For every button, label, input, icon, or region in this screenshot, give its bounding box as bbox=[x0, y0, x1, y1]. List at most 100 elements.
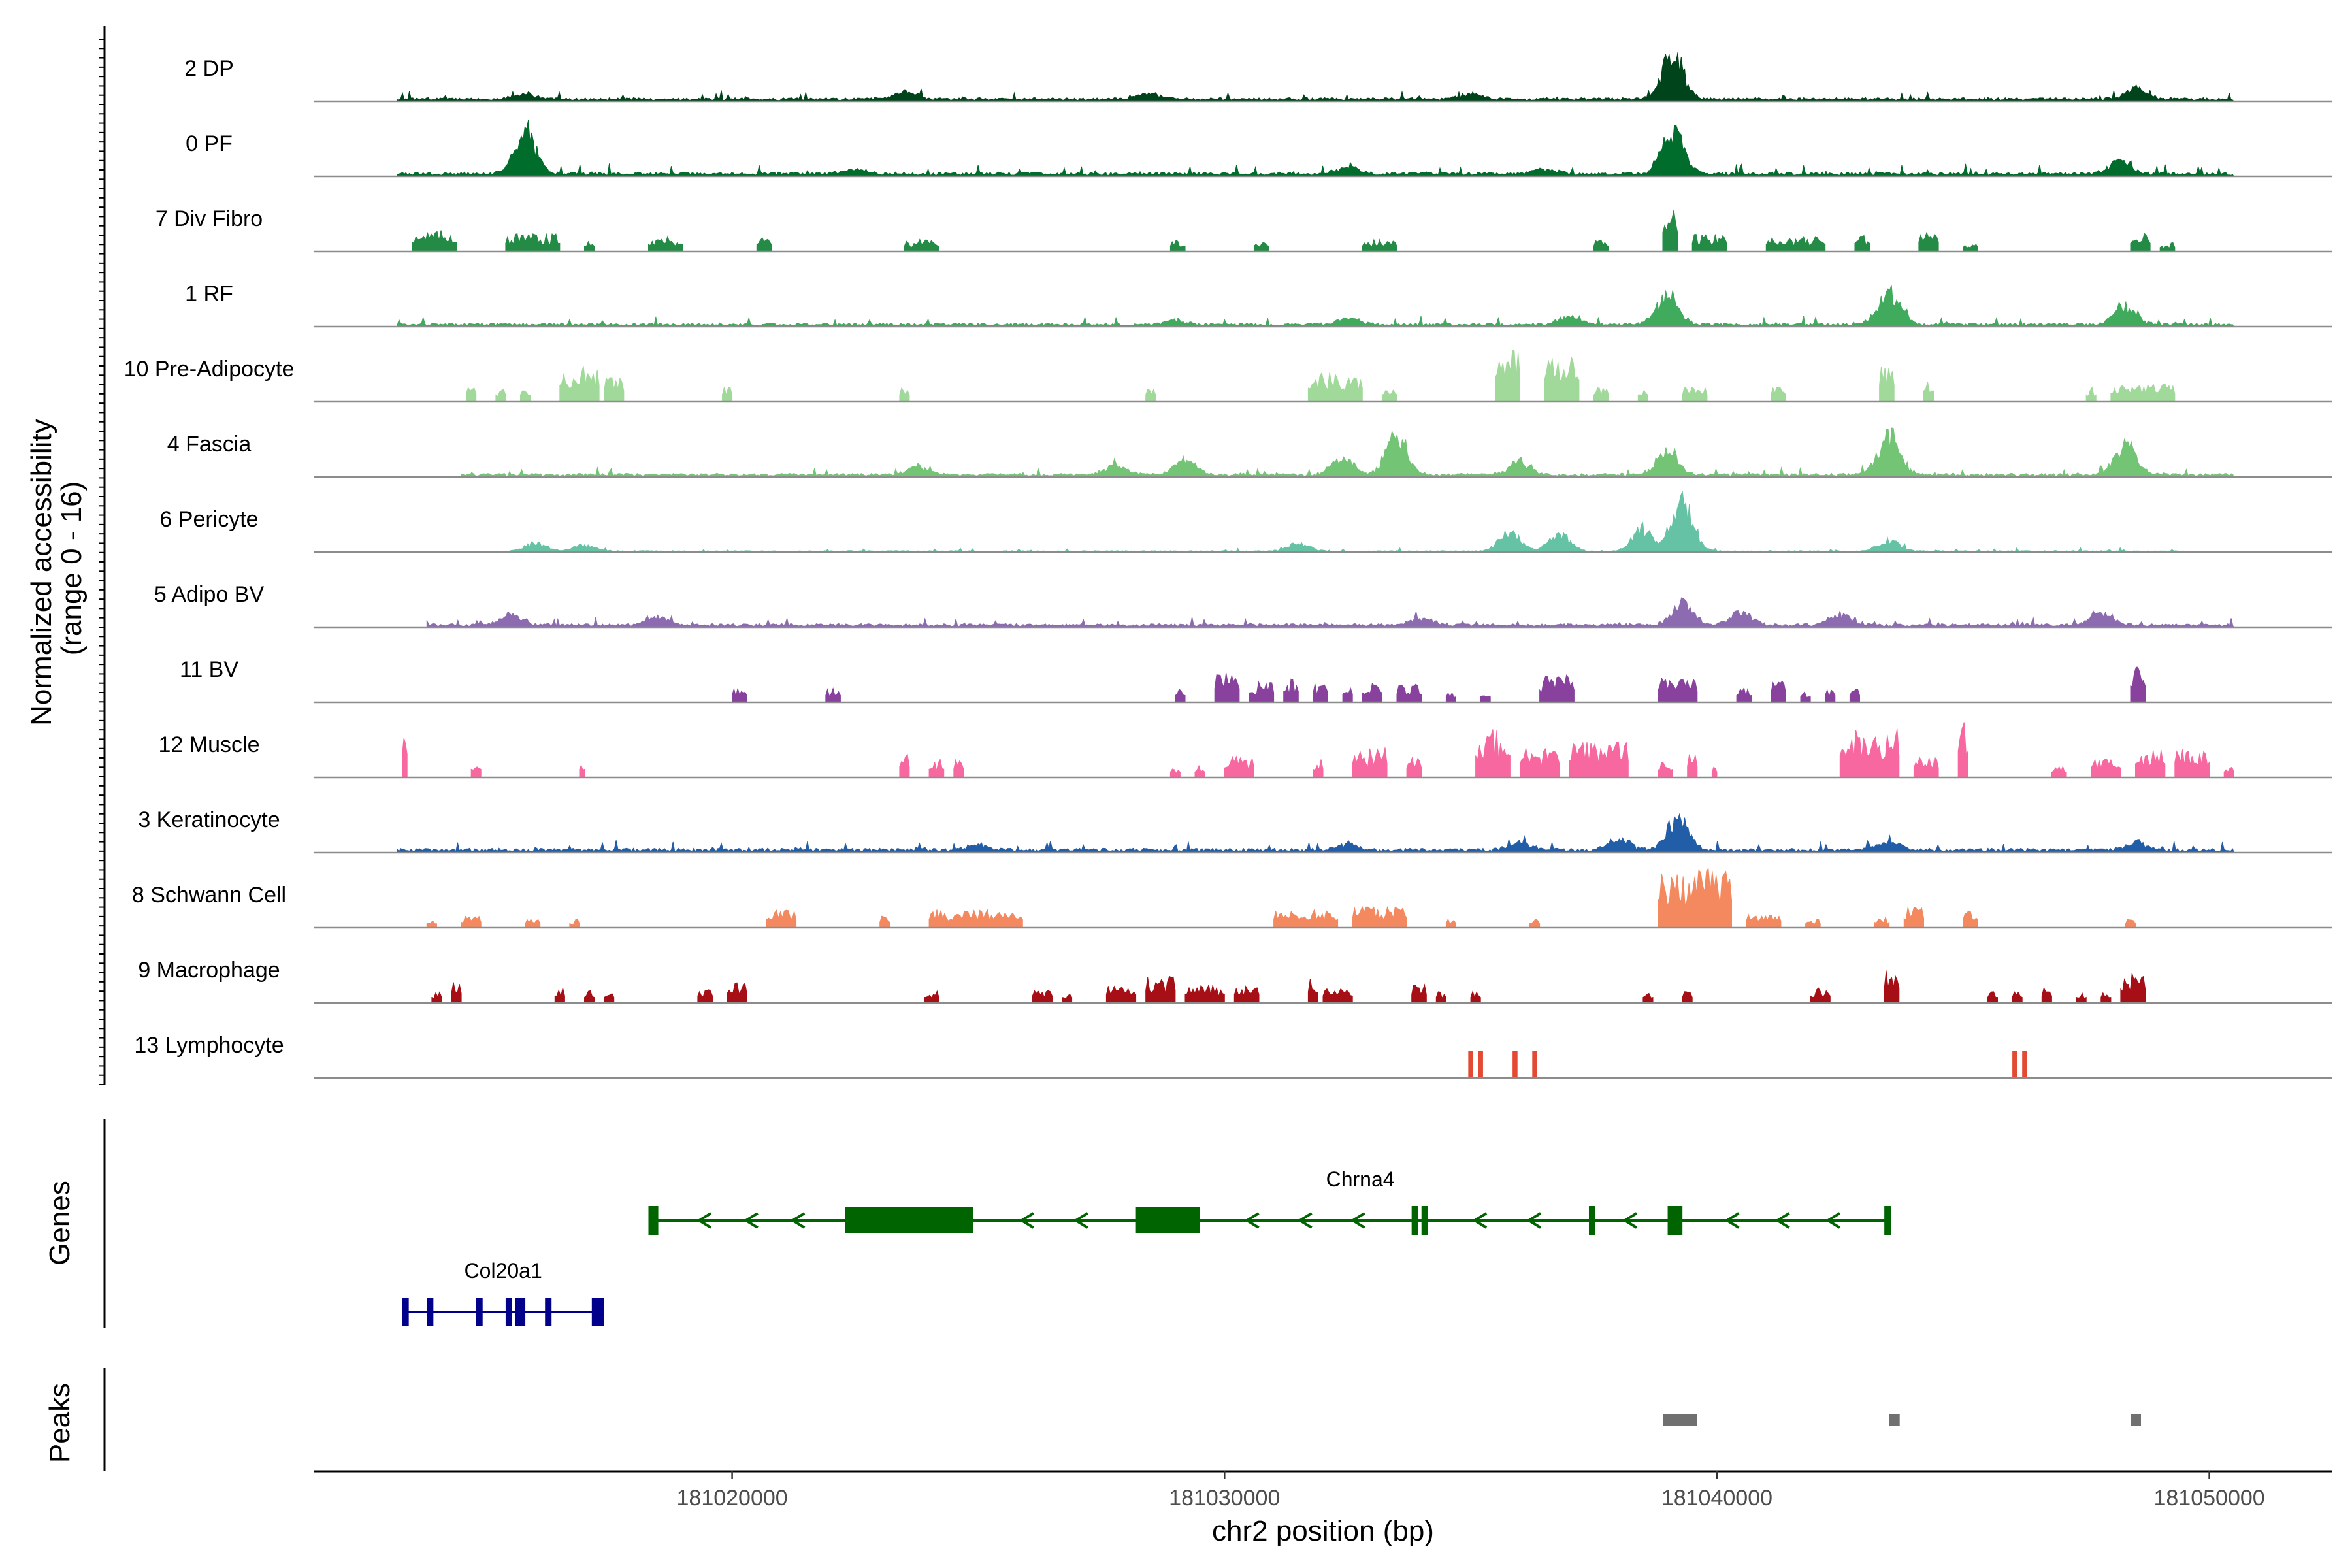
peaks-panel-label: Peaks bbox=[44, 1383, 76, 1463]
coverage-segment bbox=[1658, 761, 1673, 778]
coverage-segment bbox=[1283, 678, 1299, 703]
coverage-segment bbox=[2120, 973, 2146, 1004]
coverage-segment bbox=[1273, 908, 1339, 928]
coverage-segment bbox=[1520, 747, 1560, 778]
coverage-segment bbox=[2135, 749, 2166, 778]
y-axis-title-line1: Normalized accessibility bbox=[25, 419, 57, 725]
strand-arrow bbox=[743, 1212, 759, 1229]
coverage-segment bbox=[1765, 235, 1826, 252]
coverage-segment bbox=[1214, 672, 1240, 703]
peak-region bbox=[1663, 1414, 1697, 1426]
track-label: 0 PF bbox=[186, 131, 233, 156]
coverage-segment bbox=[1593, 240, 1609, 252]
coverage-segment bbox=[953, 758, 964, 778]
coverage-segment bbox=[1495, 350, 1520, 402]
track-label: 7 Div Fibro bbox=[155, 206, 263, 231]
strand-arrow bbox=[1526, 1212, 1542, 1229]
coverage-segment bbox=[2159, 242, 2176, 252]
coverage-track: 8 Schwann Cell bbox=[132, 867, 2332, 929]
coverage-segment bbox=[727, 982, 747, 1004]
coverage-segment bbox=[766, 909, 797, 928]
coverage-segment bbox=[756, 237, 772, 252]
coverage-segment bbox=[1105, 985, 1137, 1004]
coverage-segment bbox=[1923, 382, 1934, 402]
coverage-segment bbox=[1480, 695, 1491, 703]
coverage-segment bbox=[1687, 754, 1698, 778]
coverage-segment bbox=[461, 915, 482, 928]
gene-exon bbox=[402, 1298, 409, 1326]
gene-exon bbox=[845, 1207, 973, 1233]
track-label: 3 Keratinocyte bbox=[138, 808, 280, 832]
strand-arrow bbox=[790, 1212, 806, 1229]
coverage-segment bbox=[1874, 915, 1890, 928]
gene-annotation-track: Chrna4 Col20a1 bbox=[402, 1168, 1891, 1326]
coverage-segment bbox=[1445, 692, 1456, 703]
coverage-segment bbox=[697, 989, 713, 1004]
y-axis-title: Normalized accessibility (range 0 - 16) bbox=[25, 411, 88, 726]
coverage-bar bbox=[1468, 1051, 1473, 1078]
coverage-segment bbox=[1475, 729, 1511, 778]
coverage-segment bbox=[1957, 722, 1968, 778]
axes-layer: 181020000 181030000 181040000 181050000 bbox=[99, 26, 2332, 1511]
track-label: 11 BV bbox=[180, 657, 238, 682]
coverage-segment bbox=[924, 990, 939, 1004]
coverage-segment bbox=[2076, 992, 2087, 1004]
coverage-segment bbox=[899, 387, 910, 402]
coverage-segment bbox=[451, 982, 462, 1004]
gene-exon bbox=[545, 1298, 552, 1326]
coverage-area bbox=[397, 813, 2234, 853]
track-label: 2 DP bbox=[184, 56, 234, 81]
coverage-segment bbox=[1396, 683, 1422, 703]
coverage-segment bbox=[2174, 749, 2210, 778]
coverage-segment bbox=[495, 388, 506, 402]
gene-name-label: Chrna4 bbox=[1326, 1168, 1395, 1191]
gene-name-label: Col20a1 bbox=[465, 1259, 542, 1282]
coverage-track: 10 Pre-Adipocyte bbox=[124, 350, 2332, 403]
coverage-segment bbox=[1445, 918, 1456, 928]
coverage-segment bbox=[1352, 906, 1407, 928]
coverage-bar bbox=[1512, 1051, 1518, 1078]
coverage-segment bbox=[554, 988, 565, 1004]
gene-exon bbox=[648, 1206, 659, 1235]
coverage-segment bbox=[1169, 768, 1181, 778]
coverage-segment bbox=[1406, 757, 1422, 778]
coverage-track: 6 Pericyte bbox=[159, 491, 2332, 553]
coverage-segment bbox=[2041, 987, 2052, 1004]
track-label: 5 Adipo BV bbox=[154, 582, 265, 607]
coverage-bar bbox=[1478, 1051, 1483, 1078]
coverage-segment bbox=[1825, 689, 1836, 703]
coverage-segment bbox=[559, 366, 600, 402]
gene-model: Chrna4 bbox=[648, 1168, 1891, 1235]
coverage-segment bbox=[1352, 747, 1388, 778]
coverage-segment bbox=[1362, 238, 1397, 252]
x-tick-label: 181040000 bbox=[1661, 1486, 1772, 1511]
gene-exon bbox=[591, 1298, 604, 1326]
coverage-track: 4 Fascia bbox=[167, 427, 2332, 478]
coverage-segment bbox=[2012, 990, 2023, 1004]
coverage-segment bbox=[1682, 386, 1708, 402]
coverage-segment bbox=[1849, 689, 1860, 703]
coverage-segment bbox=[1963, 910, 1978, 928]
coverage-track: 3 Keratinocyte bbox=[138, 808, 2332, 854]
coverage-segment bbox=[505, 233, 561, 252]
track-label: 8 Schwann Cell bbox=[132, 883, 286, 907]
peak-regions-track bbox=[1663, 1414, 2141, 1426]
coverage-segment bbox=[1839, 728, 1900, 778]
coverage-segment bbox=[1711, 766, 1718, 778]
coverage-segment bbox=[648, 235, 683, 252]
coverage-segment bbox=[928, 909, 1023, 928]
track-label: 13 Lymphocyte bbox=[134, 1033, 284, 1058]
gene-exon bbox=[1411, 1206, 1418, 1235]
coverage-track: 7 Div Fibro bbox=[155, 206, 2332, 253]
strand-arrow bbox=[1244, 1212, 1260, 1229]
gene-exon bbox=[505, 1298, 512, 1326]
coverage-segment bbox=[1145, 388, 1156, 402]
coverage-segment bbox=[1810, 987, 1831, 1004]
coverage-segment bbox=[2130, 666, 2146, 703]
strand-arrow bbox=[1724, 1212, 1740, 1229]
coverage-segment bbox=[412, 230, 457, 252]
y-axis-title-line2: (range 0 - 16) bbox=[56, 482, 88, 656]
coverage-segment bbox=[584, 990, 595, 1004]
coverage-segment bbox=[1682, 991, 1693, 1004]
strand-arrow bbox=[1350, 1212, 1365, 1229]
